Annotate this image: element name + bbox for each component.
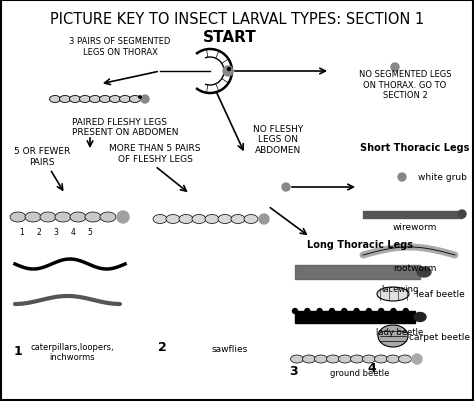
Ellipse shape [244,215,258,224]
Text: 2: 2 [36,228,41,237]
Text: ground beetle: ground beetle [330,369,390,378]
Circle shape [259,215,269,225]
Ellipse shape [377,287,409,301]
Circle shape [403,309,408,314]
Circle shape [282,184,290,192]
Text: START: START [203,30,257,45]
Circle shape [342,309,346,314]
Text: 3: 3 [54,228,58,237]
Ellipse shape [100,96,110,103]
Text: PICTURE KEY TO INSECT LARVAL TYPES: SECTION 1: PICTURE KEY TO INSECT LARVAL TYPES: SECT… [50,12,424,27]
Circle shape [329,309,335,314]
Circle shape [117,211,129,223]
Text: leaf beetle: leaf beetle [416,290,465,299]
Ellipse shape [179,215,193,224]
Text: Short Thoracic Legs: Short Thoracic Legs [360,143,470,153]
Circle shape [458,211,466,219]
Text: MORE THAN 5 PAIRS
OF FLESHY LEGS: MORE THAN 5 PAIRS OF FLESHY LEGS [109,144,201,163]
Ellipse shape [414,313,426,322]
Ellipse shape [25,213,41,223]
Ellipse shape [70,96,81,103]
Ellipse shape [363,355,375,363]
Ellipse shape [166,215,180,224]
Ellipse shape [40,213,56,223]
Ellipse shape [85,213,101,223]
Text: caterpillars,loopers,
inchworms: caterpillars,loopers, inchworms [30,342,114,361]
Ellipse shape [291,355,303,363]
Text: NO FLESHY
LEGS ON
ABDOMEN: NO FLESHY LEGS ON ABDOMEN [253,125,303,154]
Text: PAIRED FLESHY LEGS
PRESENT ON ABDOMEN: PAIRED FLESHY LEGS PRESENT ON ABDOMEN [72,118,179,137]
Circle shape [305,309,310,314]
Ellipse shape [350,355,364,363]
Text: 5 OR FEWER
PAIRS: 5 OR FEWER PAIRS [14,147,70,166]
Text: 1: 1 [19,228,24,237]
Bar [358,155,472,384]
Text: lady beetle: lady beetle [376,328,424,337]
Circle shape [354,309,359,314]
Text: 2: 2 [158,340,166,353]
Ellipse shape [49,96,61,103]
Text: sawflies: sawflies [212,344,248,353]
Ellipse shape [153,215,167,224]
Circle shape [141,96,149,104]
Ellipse shape [327,355,339,363]
Ellipse shape [10,213,26,223]
Ellipse shape [417,267,431,277]
Circle shape [292,309,298,314]
Ellipse shape [374,355,388,363]
Ellipse shape [119,96,130,103]
Circle shape [391,64,399,72]
Ellipse shape [109,96,120,103]
Ellipse shape [399,355,411,363]
Circle shape [391,309,396,314]
Text: 5: 5 [88,228,92,237]
Circle shape [223,67,233,77]
Ellipse shape [80,96,91,103]
Text: carpet beetle: carpet beetle [410,333,471,342]
Circle shape [228,68,230,71]
Ellipse shape [129,96,140,103]
Text: rootworm: rootworm [393,264,437,273]
Text: white grub: white grub [418,173,466,182]
Text: lacewing: lacewing [381,285,419,294]
Ellipse shape [338,355,352,363]
Text: NO SEGMENTED LEGS
ON THORAX. GO TO
SECTION 2: NO SEGMENTED LEGS ON THORAX. GO TO SECTI… [359,70,451,100]
Ellipse shape [205,215,219,224]
Text: wireworm: wireworm [393,223,437,232]
Ellipse shape [100,213,116,223]
Circle shape [139,97,141,99]
Ellipse shape [378,325,408,347]
Ellipse shape [60,96,71,103]
Bar [5,194,140,369]
Ellipse shape [70,213,86,223]
Text: Long Thoracic Legs: Long Thoracic Legs [307,239,413,249]
Ellipse shape [218,215,232,224]
Circle shape [379,309,383,314]
Circle shape [412,354,422,364]
Ellipse shape [315,355,328,363]
Ellipse shape [55,213,71,223]
Ellipse shape [231,215,245,224]
Ellipse shape [90,96,100,103]
Text: 4: 4 [368,361,376,374]
Circle shape [398,174,406,182]
Circle shape [317,309,322,314]
Bar [280,237,440,387]
Ellipse shape [386,355,400,363]
Text: 1: 1 [14,344,22,357]
Bar [148,194,278,259]
Ellipse shape [302,355,316,363]
Circle shape [366,309,371,314]
Ellipse shape [192,215,206,224]
Text: 3: 3 [290,364,298,377]
Text: 4: 4 [71,228,75,237]
Text: 3 PAIRS OF SEGMENTED
LEGS ON THORAX: 3 PAIRS OF SEGMENTED LEGS ON THORAX [69,37,171,57]
